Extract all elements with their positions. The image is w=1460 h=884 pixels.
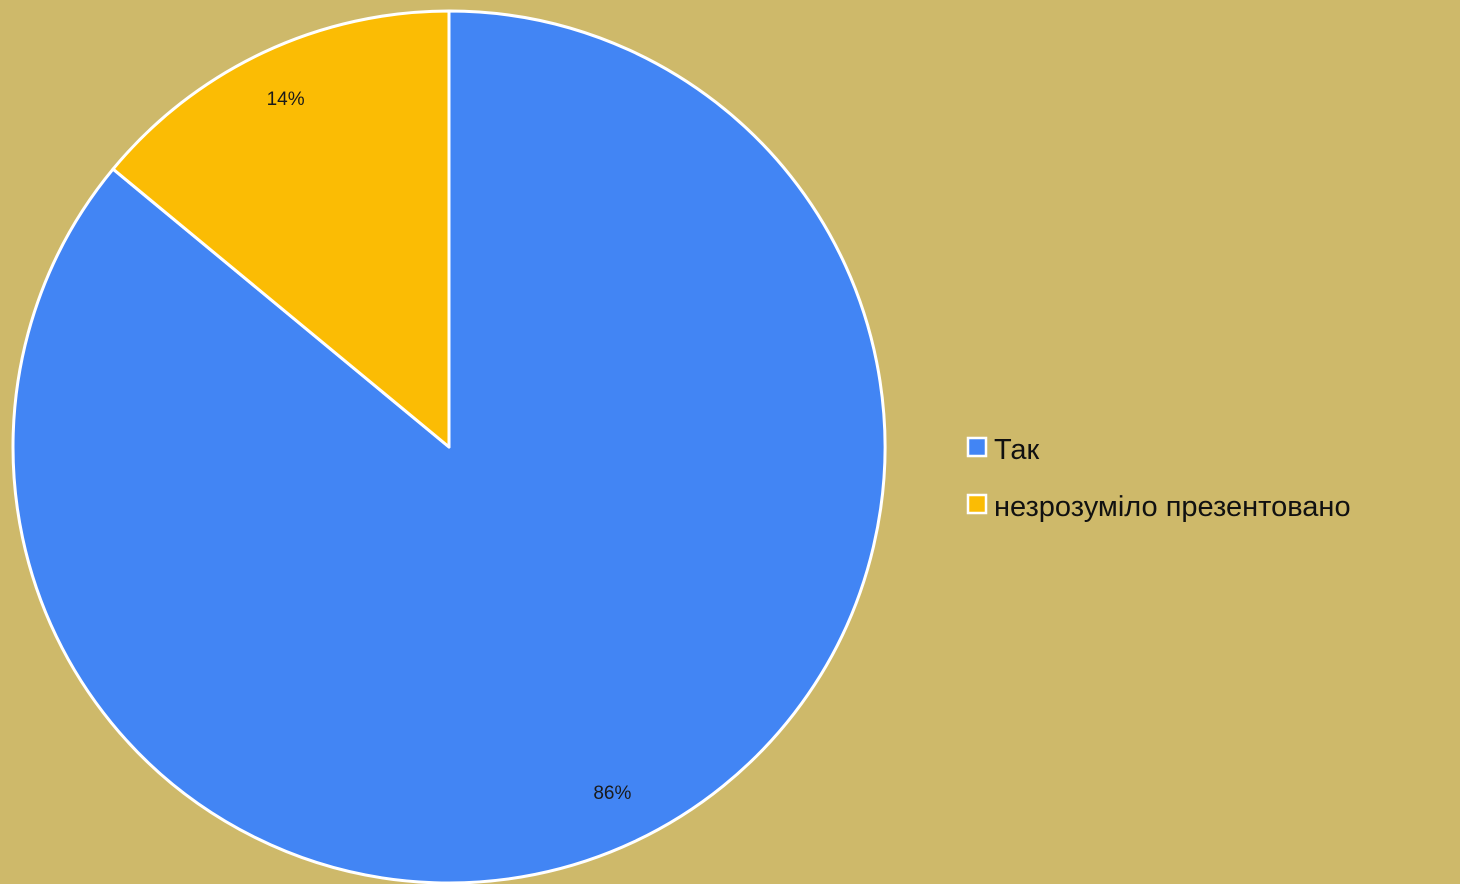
legend-item-unclear: незрозуміло презентовано (966, 491, 1351, 523)
slice-unclear (111, 9, 451, 449)
pie-slices (11, 9, 887, 884)
legend-item-tak: Так (966, 434, 1040, 466)
pie-data-labels: 86% 14% (267, 89, 632, 804)
legend-swatch-unclear (966, 493, 988, 515)
data-label-unclear: 14% (267, 89, 305, 110)
legend-label-unclear: незрозуміло презентовано (994, 491, 1351, 523)
legend-label-tak: Так (994, 434, 1040, 466)
data-label-tak: 86% (593, 783, 631, 804)
chart-legend: Так незрозуміло презентовано (966, 434, 1351, 523)
legend-swatch-tak (966, 436, 988, 458)
